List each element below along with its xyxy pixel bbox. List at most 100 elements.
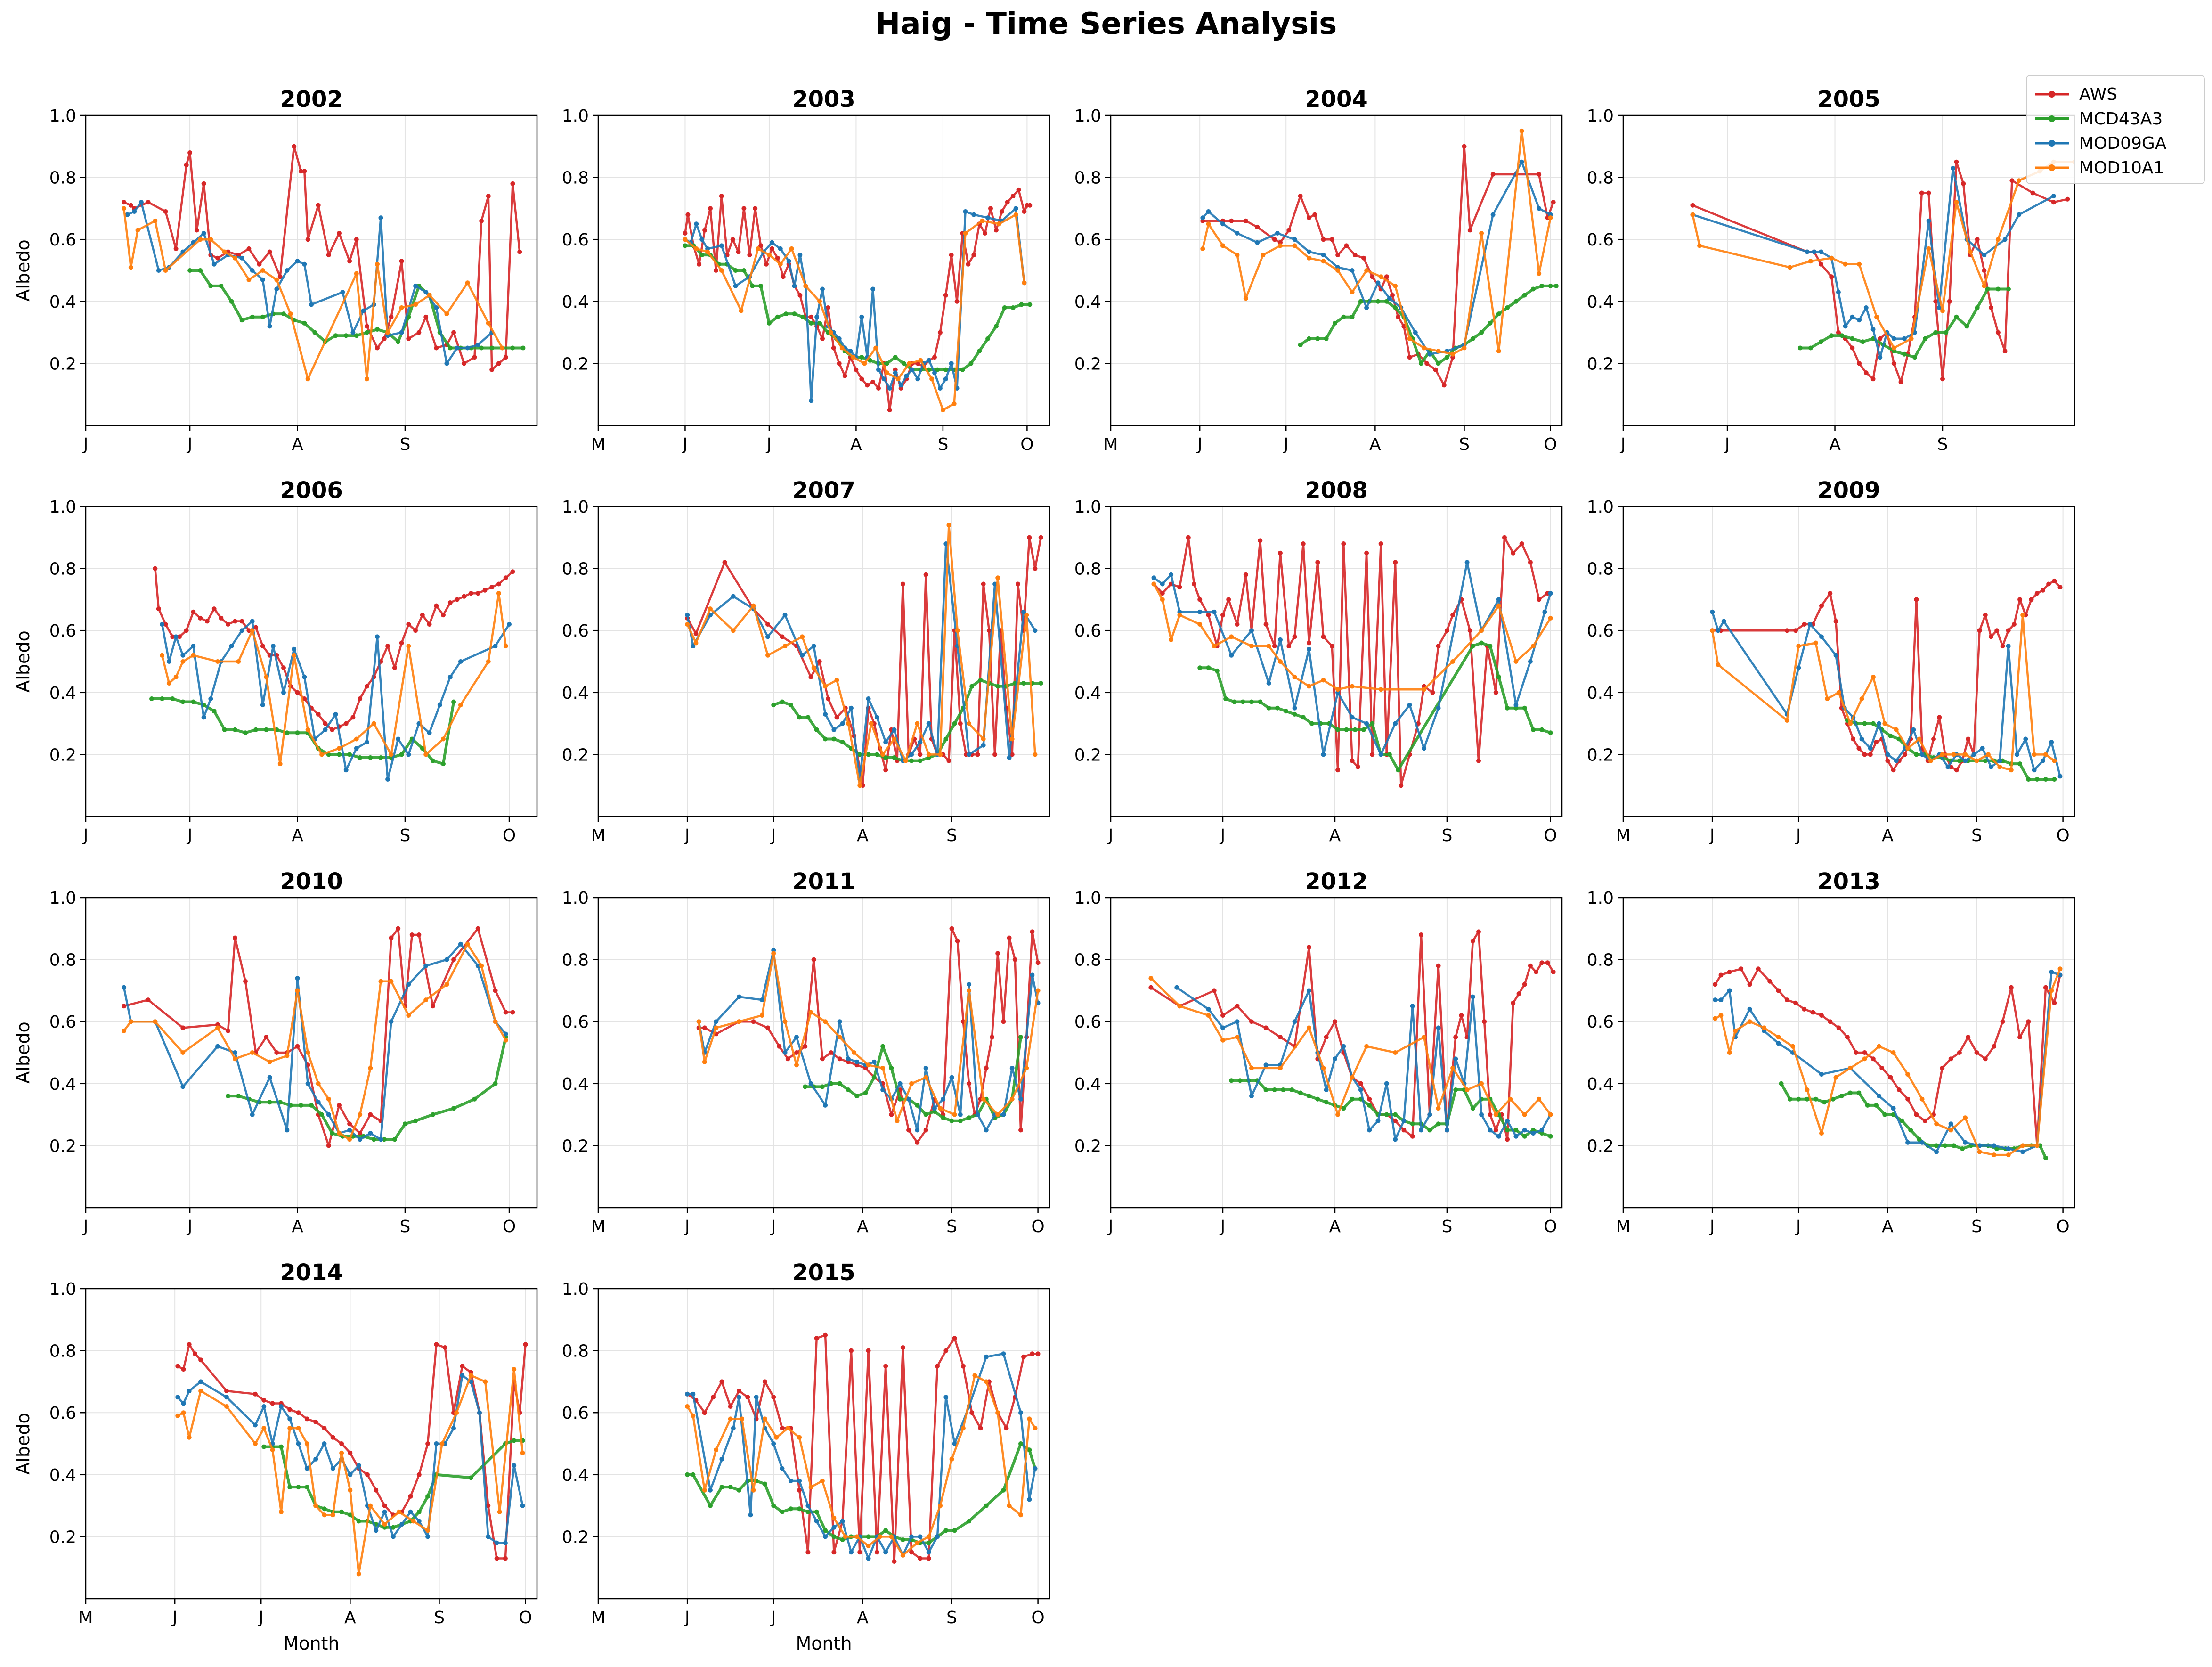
data-point-MOD09GA	[1220, 221, 1225, 227]
data-point-MOD10A1	[1436, 349, 1441, 354]
x-tick-label: J	[1196, 435, 1203, 454]
data-point-MOD09GA	[849, 705, 854, 711]
data-point-MOD09GA	[198, 1379, 203, 1384]
data-point-MOD09GA	[378, 1137, 383, 1142]
x-tick-label: J	[82, 435, 89, 454]
data-point-MCD43A3	[416, 1509, 422, 1514]
data-point-AWS	[416, 1472, 422, 1477]
data-point-MCD43A3	[1874, 1103, 1879, 1108]
data-point-MOD09GA	[1919, 752, 1925, 757]
data-point-AWS	[1983, 613, 1988, 618]
data-point-MOD10A1	[246, 277, 252, 282]
data-point-MOD09GA	[201, 231, 206, 236]
data-point-MCD43A3	[1019, 302, 1024, 307]
data-point-AWS	[389, 935, 394, 940]
data-point-AWS	[1482, 1019, 1487, 1024]
data-point-AWS	[1488, 1112, 1493, 1117]
data-point-MCD43A3	[403, 1121, 407, 1127]
data-point-AWS	[736, 249, 741, 254]
data-point-MOD10A1	[1024, 613, 1029, 618]
data-point-MCD43A3	[1375, 299, 1381, 304]
data-point-AWS	[201, 181, 206, 186]
legend-label-MOD10A1: MOD10A1	[2079, 158, 2164, 178]
data-point-MOD09GA	[1859, 736, 1864, 742]
data-point-MCD43A3	[788, 1506, 793, 1512]
data-point-MOD09GA	[797, 1479, 802, 1483]
data-point-MOD09GA	[1151, 575, 1156, 580]
data-point-MOD10A1	[751, 1487, 756, 1493]
data-point-MOD10A1	[949, 1456, 954, 1462]
data-point-MOD10A1	[981, 736, 986, 742]
data-point-MOD09GA	[866, 1556, 871, 1561]
data-point-MOD09GA	[458, 941, 463, 947]
data-point-AWS	[837, 361, 842, 366]
data-point-MOD10A1	[1940, 308, 1945, 313]
data-point-MOD09GA	[1513, 1134, 1519, 1139]
data-point-MOD10A1	[128, 1019, 133, 1024]
data-point-AWS	[730, 237, 735, 242]
data-point-AWS	[2002, 349, 2008, 354]
data-point-MCD43A3	[1470, 336, 1475, 341]
data-point-MOD09GA	[1001, 1351, 1006, 1356]
data-point-MOD10A1	[261, 1426, 267, 1431]
data-point-AWS	[1767, 979, 1773, 984]
data-point-MOD10A1	[1519, 128, 1524, 133]
data-point-MOD10A1	[828, 330, 833, 335]
data-point-MCD43A3	[1281, 1087, 1286, 1092]
data-point-MCD43A3	[1001, 1487, 1006, 1493]
data-point-AWS	[1235, 622, 1240, 627]
data-point-MCD43A3	[1899, 1118, 1904, 1123]
data-point-MOD09GA	[797, 253, 803, 258]
data-point-AWS	[1537, 597, 1542, 602]
axes-frame	[1110, 897, 1563, 1209]
data-point-MOD09GA	[1278, 637, 1283, 642]
data-point-AWS	[374, 1487, 379, 1493]
data-point-MOD10A1	[1537, 271, 1542, 276]
data-point-MOD09GA	[250, 619, 255, 624]
data-point-MOD10A1	[759, 1013, 764, 1018]
data-point-MCD43A3	[2034, 777, 2040, 782]
data-point-AWS	[277, 274, 283, 279]
data-point-MCD43A3	[1309, 721, 1315, 726]
data-point-MCD43A3	[1951, 1143, 1956, 1148]
data-point-AWS	[204, 619, 210, 624]
data-point-MOD10A1	[1278, 659, 1283, 664]
data-point-AWS	[1249, 1019, 1254, 1024]
data-point-MOD09GA	[361, 308, 366, 313]
data-point-AWS	[1278, 1035, 1283, 1040]
series-MOD09GA	[1710, 609, 2063, 779]
data-point-AWS	[423, 314, 429, 319]
data-point-MOD09GA	[358, 1137, 363, 1142]
data-point-AWS	[808, 674, 813, 679]
series-MOD10A1	[1710, 613, 2057, 773]
data-point-MOD09GA	[1537, 206, 1542, 211]
data-point-MOD10A1	[2020, 613, 2025, 618]
data-point-AWS	[1933, 299, 1938, 304]
data-point-AWS	[1030, 929, 1035, 934]
data-point-MCD43A3	[708, 1503, 713, 1508]
data-point-AWS	[983, 231, 988, 236]
data-point-MOD10A1	[1364, 1044, 1369, 1049]
data-point-MOD10A1	[215, 1025, 220, 1030]
x-tick-label: J	[684, 826, 690, 845]
data-point-MOD10A1	[153, 1019, 158, 1024]
data-point-MOD10A1	[2057, 966, 2063, 972]
data-point-MOD10A1	[1350, 684, 1355, 689]
data-point-MCD43A3	[229, 299, 234, 304]
data-point-MOD09GA	[285, 268, 290, 273]
data-point-MCD43A3	[1237, 1078, 1243, 1083]
data-point-AWS	[952, 1336, 957, 1341]
data-point-MOD10A1	[1819, 1131, 1824, 1136]
data-point-AWS	[2052, 578, 2057, 583]
data-point-AWS	[1870, 376, 1876, 382]
data-point-MCD43A3	[1272, 1087, 1277, 1092]
data-point-MCD43A3	[319, 1112, 325, 1117]
data-point-AWS	[992, 752, 998, 757]
data-point-MOD09GA	[330, 1466, 335, 1471]
data-point-MCD43A3	[260, 314, 265, 319]
data-point-MCD43A3	[243, 730, 248, 735]
data-point-MOD10A1	[2052, 758, 2057, 763]
series-MOD10A1	[122, 941, 508, 1142]
data-point-MOD09GA	[250, 1112, 255, 1117]
data-point-MOD10A1	[1307, 255, 1311, 261]
